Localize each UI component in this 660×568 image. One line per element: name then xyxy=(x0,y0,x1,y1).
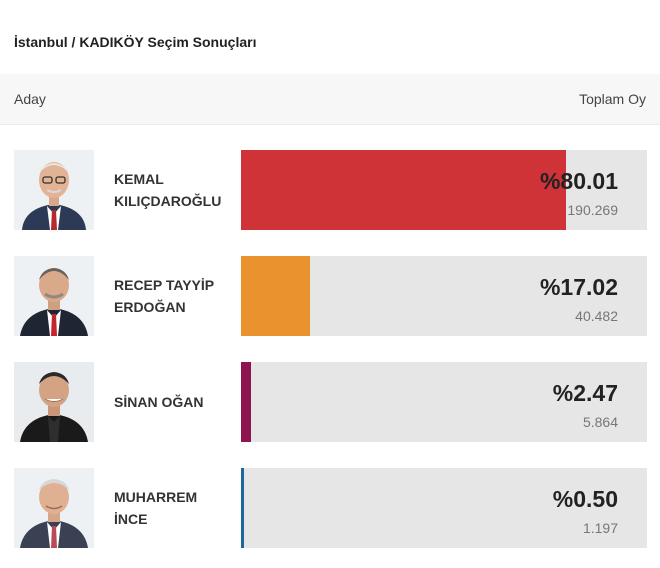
vote-bar-track: %17.02 40.482 xyxy=(241,256,647,336)
table-header: Aday Toplam Oy xyxy=(0,74,660,125)
candidate-name: RECEP TAYYİP ERDOĞAN xyxy=(114,277,215,315)
header-candidate: Aday xyxy=(14,91,46,107)
vote-bar-fill xyxy=(241,468,244,548)
percent-label: %80.01 xyxy=(539,168,618,194)
candidate-photo xyxy=(14,150,94,230)
candidate-name: KEMAL KILIÇDAROĞLU xyxy=(114,171,222,209)
vote-count: 1.197 xyxy=(582,520,618,536)
vote-bar-fill xyxy=(241,362,251,442)
vote-bar-track: %2.47 5.864 xyxy=(241,362,647,442)
candidate-row: RECEP TAYYİP ERDOĞAN %17.02 40.482 xyxy=(0,256,660,336)
vote-bar-track: %80.01 190.269 xyxy=(241,150,647,230)
vote-count: 5.864 xyxy=(582,414,618,430)
vote-count: 190.269 xyxy=(567,202,618,218)
vote-bar-fill xyxy=(241,256,310,336)
percent-label: %2.47 xyxy=(552,380,618,406)
candidate-row: KEMAL KILIÇDAROĞLU %80.01 190.269 xyxy=(0,150,660,230)
candidate-photo xyxy=(14,256,94,336)
candidate-photo xyxy=(14,468,94,548)
vote-bar-fill xyxy=(241,150,566,230)
vote-bar-track: %0.50 1.197 xyxy=(241,468,647,548)
candidate-row: SİNAN OĞAN %2.47 5.864 xyxy=(0,362,660,442)
candidate-name: SİNAN OĞAN xyxy=(114,394,204,410)
percent-label: %0.50 xyxy=(552,486,618,512)
candidate-row: MUHARREM İNCE %0.50 1.197 xyxy=(0,468,660,548)
header-total-votes: Toplam Oy xyxy=(579,91,646,107)
candidate-name: MUHARREM İNCE xyxy=(114,489,198,527)
candidate-photo xyxy=(14,362,94,442)
vote-count: 40.482 xyxy=(575,308,618,324)
percent-label: %17.02 xyxy=(539,274,618,300)
page-title: İstanbul / KADIKÖY Seçim Sonuçları xyxy=(14,34,257,50)
